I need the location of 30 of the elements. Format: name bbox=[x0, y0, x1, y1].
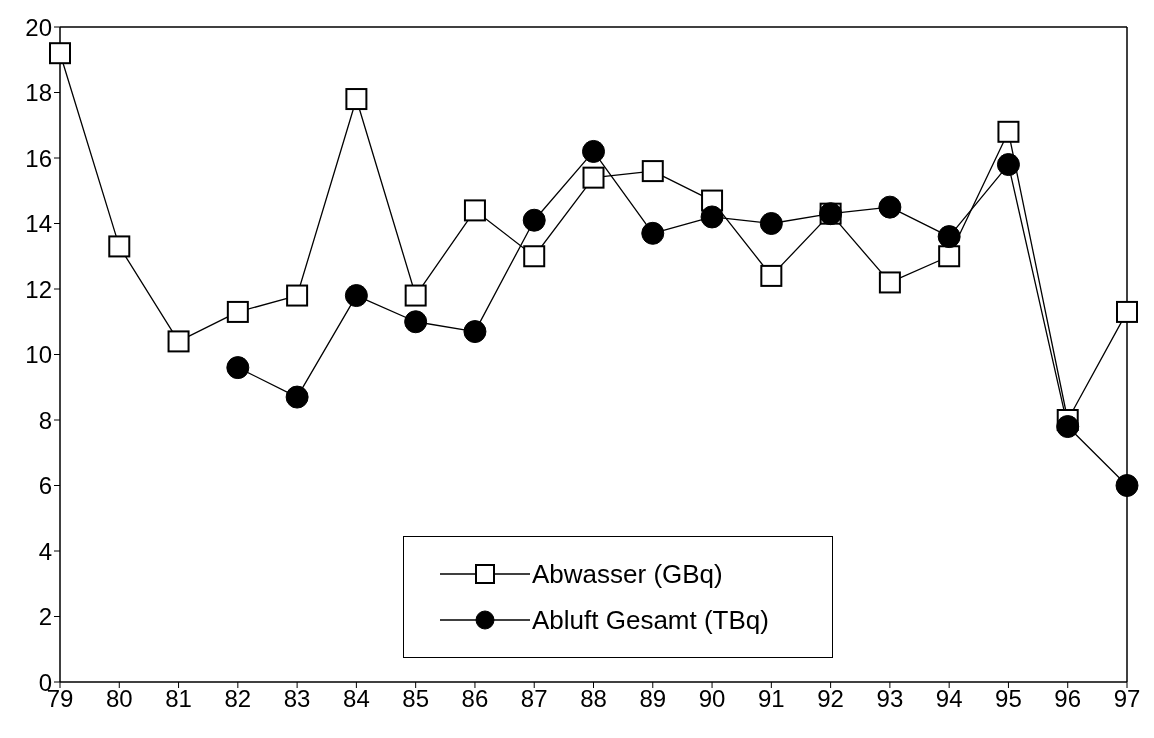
y-tick-label: 18 bbox=[25, 79, 52, 107]
y-tick-label: 12 bbox=[25, 275, 52, 303]
x-tick-label: 87 bbox=[520, 685, 548, 713]
y-tick-label: 8 bbox=[38, 406, 52, 434]
y-tick-label: 20 bbox=[25, 13, 52, 41]
y-tick-label: 4 bbox=[38, 537, 52, 565]
x-tick-label: 92 bbox=[817, 685, 844, 713]
x-tick-label: 81 bbox=[165, 685, 192, 713]
y-tick-label: 2 bbox=[38, 603, 52, 631]
x-tick-label: 95 bbox=[995, 685, 1022, 713]
x-tick-label: 80 bbox=[105, 685, 133, 713]
x-tick-label: 91 bbox=[757, 685, 785, 713]
x-tick-label: 84 bbox=[343, 685, 370, 713]
y-tick-label: 14 bbox=[25, 210, 52, 238]
x-tick-label: 89 bbox=[639, 685, 667, 713]
y-tick-label: 10 bbox=[25, 341, 52, 369]
legend-label: Abwasser (GBq) bbox=[532, 558, 723, 590]
x-tick-label: 82 bbox=[224, 685, 252, 713]
x-tick-label: 88 bbox=[580, 685, 607, 713]
y-tick-label: 16 bbox=[25, 144, 52, 172]
x-tick-label: 90 bbox=[698, 685, 726, 713]
x-tick-label: 83 bbox=[283, 685, 311, 713]
x-tick-label: 93 bbox=[876, 685, 904, 713]
x-tick-label: 97 bbox=[1113, 685, 1141, 713]
x-tick-label: 85 bbox=[402, 685, 430, 713]
x-tick-label: 94 bbox=[935, 685, 963, 713]
x-tick-label: 96 bbox=[1054, 685, 1082, 713]
x-tick-label: 86 bbox=[461, 685, 489, 713]
legend-label: Abluft Gesamt (TBq) bbox=[532, 604, 769, 636]
y-tick-label: 6 bbox=[38, 472, 52, 500]
